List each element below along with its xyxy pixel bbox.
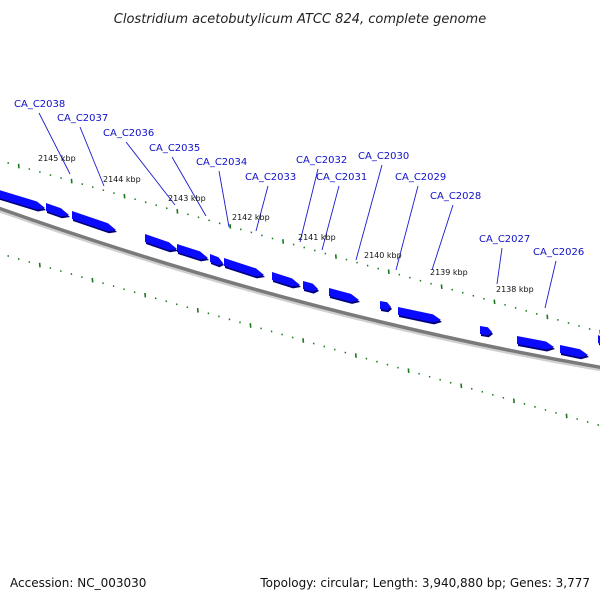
gene-label-leader [255,185,269,232]
kbp-scale-label: 2142 kbp [232,213,270,222]
inner-tick-ring [7,255,600,426]
genome-summary-text: Topology: circular; Length: 3,940,880 bp… [259,576,590,590]
label-leaders [38,112,557,309]
gene-arrow-body [0,190,45,210]
gene-label: CA_C2029 [395,172,446,183]
gene-arrow-body [480,326,492,336]
gene-arrow-body [210,254,223,266]
gene-label: CA_C2026 [533,247,584,258]
genome-backbone [0,206,600,370]
gene-arrow [72,211,117,234]
gene-label-leader [125,141,176,206]
gene-arrow [303,281,319,294]
gene-arrow [177,244,209,262]
gene-label-leader [171,156,207,217]
kbp-scale-label: 2145 kbp [38,154,76,163]
gene-label-leader [321,185,340,251]
gene-arrow [517,336,555,352]
gene-label: CA_C2033 [245,172,296,183]
gene-features [0,190,600,360]
gene-label: CA_C2036 [103,128,154,139]
gene-label: CA_C2034 [196,157,247,168]
gene-arrow [560,345,589,360]
gene-arrow-body [560,345,588,358]
gene-label: CA_C2032 [296,155,347,166]
gene-label: CA_C2028 [430,191,481,202]
gene-arrow-body [72,211,116,232]
gene-label-leader [38,112,71,175]
gene-label-leader [79,126,105,187]
gene-label-leader [496,247,503,285]
kbp-scale-label: 2144 kbp [103,175,141,184]
gene-arrow [398,307,442,325]
outer-tick-ring [7,162,600,335]
gene-arrow-body [398,307,441,323]
gene-arrow-body [380,301,391,311]
gene-arrow-body [272,272,300,287]
gene-arrow [380,301,392,313]
gene-arrow-body [46,203,69,217]
gene-label-leader [218,170,230,228]
gene-label-leader [544,260,557,309]
gene-label: CA_C2037 [57,113,108,124]
gene-arrow [145,234,178,253]
accession-text: Accession: NC_003030 [10,576,146,590]
gene-arrow [46,203,70,219]
gene-arrow [480,326,493,338]
kbp-scale-label: 2141 kbp [298,233,336,242]
gene-label: CA_C2038 [14,99,65,110]
kbp-scale-label: 2139 kbp [430,268,468,277]
kbp-scale-label: 2140 kbp [364,251,402,260]
gene-label: CA_C2035 [149,143,200,154]
gene-arrow-body [224,258,264,277]
map-title: Clostridium acetobutylicum ATCC 824, com… [114,12,486,27]
gene-label-leader [431,204,454,271]
gene-arrow [224,258,265,279]
gene-label-leader [355,164,383,261]
gene-arrow [329,288,360,304]
gene-arrow-body [329,288,359,302]
gene-label-leader [395,185,419,271]
gene-arrow [272,272,301,289]
scale-labels: 2145 kbp 2144 kbp 2143 kbp 2142 kbp 2141 kbp… [38,154,534,294]
gene-arrow [210,254,224,268]
gene-labels: CA_C2038 CA_C2037 CA_C2036 CA_C2035 CA_C2034… [14,99,584,258]
gene-label: CA_C2027 [479,234,530,245]
gene-label: CA_C2030 [358,151,409,162]
gene-label-leader [299,168,319,243]
gene-arrow-body [517,336,554,350]
kbp-scale-label: 2143 kbp [168,194,206,203]
kbp-scale-label: 2138 kbp [496,285,534,294]
gene-arrow-body [145,234,177,251]
gene-arrow-body [303,281,318,292]
backbone-shadow [0,208,600,372]
gene-label: CA_C2031 [316,172,367,183]
gene-arrow-body [177,244,208,260]
gene-arrow [0,190,46,212]
